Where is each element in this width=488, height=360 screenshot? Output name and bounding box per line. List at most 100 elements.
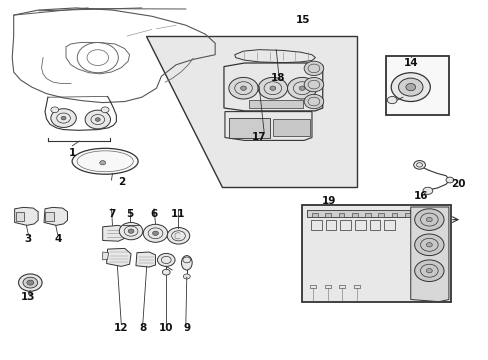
Text: 8: 8 [139, 323, 146, 333]
Text: 17: 17 [251, 132, 266, 142]
Circle shape [386, 96, 396, 104]
Circle shape [101, 107, 109, 113]
Bar [351, 213, 357, 217]
Text: 11: 11 [171, 209, 185, 219]
Text: 14: 14 [403, 58, 417, 68]
Circle shape [19, 274, 42, 291]
Circle shape [183, 274, 190, 279]
Bar [391, 213, 397, 217]
Text: 13: 13 [21, 292, 36, 302]
Circle shape [85, 110, 110, 129]
Circle shape [23, 277, 38, 288]
Bar [365, 213, 370, 217]
Circle shape [61, 116, 66, 120]
Circle shape [304, 61, 323, 76]
Bar [338, 213, 344, 217]
Text: 19: 19 [321, 196, 335, 206]
Polygon shape [224, 112, 311, 140]
Circle shape [390, 73, 429, 102]
Circle shape [51, 109, 76, 127]
Bar [386, 56, 448, 115]
Text: 15: 15 [295, 15, 310, 25]
Polygon shape [145, 36, 356, 187]
Circle shape [240, 86, 246, 90]
Circle shape [51, 107, 59, 113]
Text: 20: 20 [450, 179, 465, 189]
Text: 1: 1 [69, 148, 76, 158]
Circle shape [426, 269, 431, 273]
Circle shape [258, 77, 287, 99]
Bar [339, 285, 345, 288]
Bar [16, 212, 24, 221]
Bar [249, 100, 303, 108]
Text: 12: 12 [114, 323, 128, 333]
Bar [228, 118, 270, 138]
Bar [45, 212, 54, 221]
Polygon shape [224, 63, 322, 111]
Circle shape [162, 269, 170, 275]
Circle shape [228, 77, 258, 99]
Text: 2: 2 [118, 177, 124, 187]
Polygon shape [28, 291, 32, 294]
Bar [325, 220, 336, 230]
Bar [309, 285, 315, 288]
Polygon shape [136, 252, 155, 267]
Text: 9: 9 [183, 323, 190, 333]
Bar [369, 220, 380, 230]
Ellipse shape [72, 148, 138, 174]
Bar [306, 210, 409, 217]
Bar [353, 285, 359, 288]
Circle shape [119, 222, 142, 240]
Polygon shape [410, 207, 448, 302]
Text: 4: 4 [54, 234, 61, 244]
Circle shape [426, 243, 431, 247]
Circle shape [128, 229, 134, 233]
Text: 18: 18 [270, 73, 285, 84]
Bar [354, 220, 365, 230]
Bar [378, 213, 384, 217]
Circle shape [157, 253, 175, 266]
Bar [404, 213, 410, 217]
Bar [324, 285, 330, 288]
Circle shape [414, 260, 443, 282]
Polygon shape [102, 252, 108, 260]
Circle shape [152, 231, 158, 235]
Bar [310, 220, 321, 230]
Polygon shape [15, 207, 38, 225]
Polygon shape [234, 50, 315, 63]
Circle shape [405, 84, 415, 91]
Circle shape [100, 161, 105, 165]
Circle shape [413, 161, 425, 169]
Bar [272, 119, 309, 136]
Polygon shape [106, 248, 131, 266]
Circle shape [287, 77, 316, 99]
Bar [325, 213, 330, 217]
Ellipse shape [181, 256, 192, 270]
Text: 6: 6 [150, 209, 157, 219]
Circle shape [299, 86, 305, 90]
Text: 7: 7 [107, 209, 115, 219]
Circle shape [304, 77, 323, 92]
Polygon shape [102, 225, 124, 241]
Circle shape [95, 118, 100, 121]
Circle shape [143, 224, 167, 242]
Text: 16: 16 [413, 191, 428, 201]
Circle shape [426, 217, 431, 222]
Bar [311, 213, 317, 217]
Circle shape [414, 209, 443, 230]
Text: 3: 3 [25, 234, 32, 244]
Polygon shape [44, 207, 67, 225]
Circle shape [414, 234, 443, 256]
Circle shape [445, 177, 453, 183]
Text: 10: 10 [159, 323, 173, 333]
Circle shape [422, 187, 432, 194]
Circle shape [398, 78, 422, 96]
Circle shape [269, 86, 275, 90]
Bar [340, 220, 350, 230]
Bar [302, 205, 450, 302]
Circle shape [167, 228, 189, 244]
Text: 5: 5 [126, 209, 133, 219]
Circle shape [27, 280, 34, 285]
Bar [384, 220, 394, 230]
Circle shape [304, 94, 323, 109]
